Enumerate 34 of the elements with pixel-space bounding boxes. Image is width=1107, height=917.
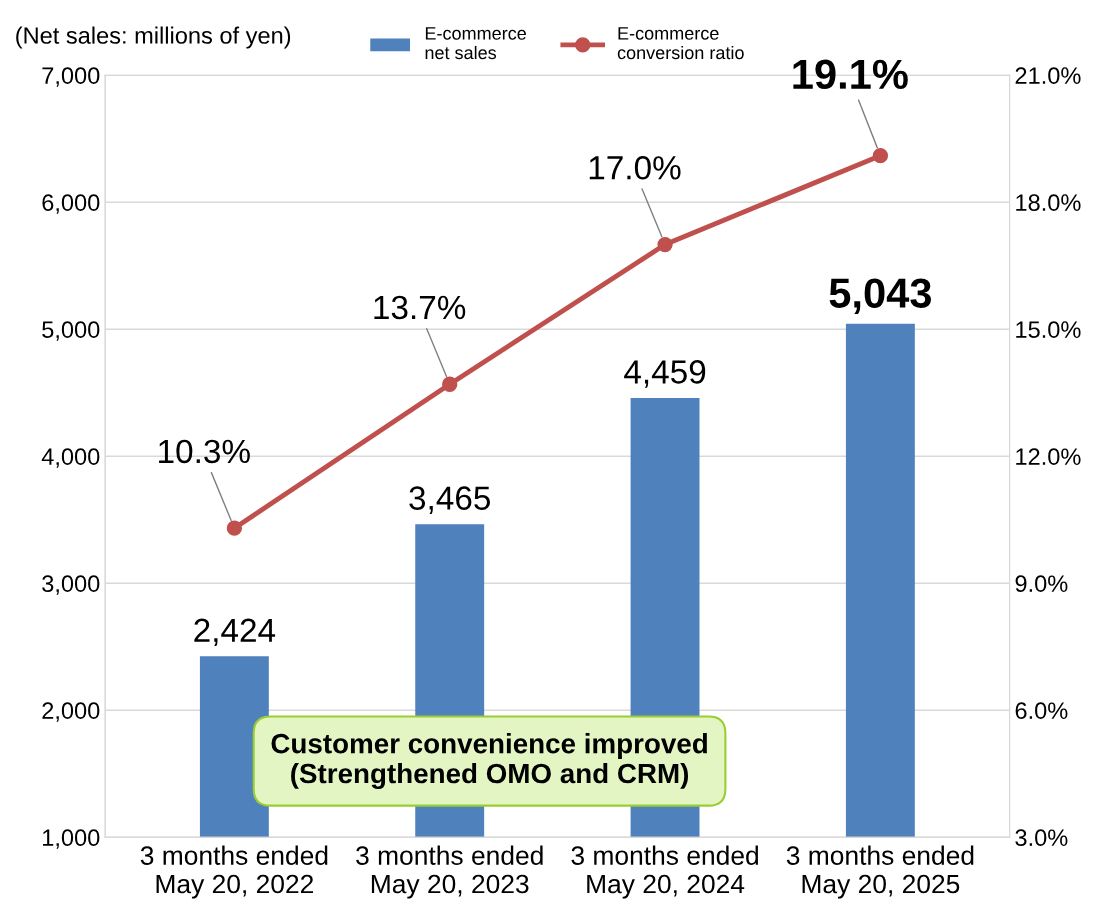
legend-label: E-commerce conversion ratio: [617, 27, 744, 60]
y2-tick-label: 21.0%: [1015, 67, 1081, 84]
y2-tick-label: 3.0%: [1015, 829, 1068, 847]
y-tick-label: 2,000: [42, 702, 100, 722]
x-tick-label: 3 months ended May 20, 2025: [786, 845, 974, 899]
data-label: 3,465: [409, 486, 491, 514]
annotation: Customer convenience improved (Strengthened OMO and CRM): [271, 733, 707, 789]
y-tick-label: 4,000: [41, 448, 100, 468]
y-tick-label: 6,000: [42, 194, 100, 214]
point: [442, 376, 458, 392]
data-label: 5,043: [829, 278, 932, 314]
y2-tick-label: 12.0%: [1016, 448, 1081, 465]
x-tick-label: 3 months ended May 20, 2023: [356, 845, 543, 899]
data-label: 10.3%: [159, 439, 250, 464]
y-tick-label: 5,000: [42, 321, 100, 341]
data-label: 13.7%: [374, 295, 466, 320]
point: [226, 520, 243, 536]
data-label: 17.0%: [589, 156, 681, 180]
data-label: 4,459: [624, 360, 706, 388]
y2-tick-label: 15.0%: [1016, 321, 1081, 338]
legend-label: E-commerce net sales: [425, 27, 526, 60]
y2-tick-label: 9.0%: [1015, 575, 1068, 592]
data-label: 2,424: [194, 618, 276, 647]
x-tick-label: 3 months ended May 20, 2022: [140, 845, 328, 899]
x-tick-label: 3 months ended May 20, 2024: [571, 845, 758, 899]
y-axis-title: (Net sales: millions of yen): [16, 26, 291, 49]
point: [872, 147, 889, 164]
y2-tick-label: 6.0%: [1015, 702, 1068, 719]
y-tick-label: 1,000: [43, 829, 100, 849]
data-label: 19.1%: [793, 59, 908, 90]
y-tick-label: 7,000: [42, 67, 100, 87]
point: [657, 236, 673, 253]
y-tick-label: 3,000: [42, 575, 100, 595]
y2-tick-label: 18.0%: [1016, 194, 1081, 211]
